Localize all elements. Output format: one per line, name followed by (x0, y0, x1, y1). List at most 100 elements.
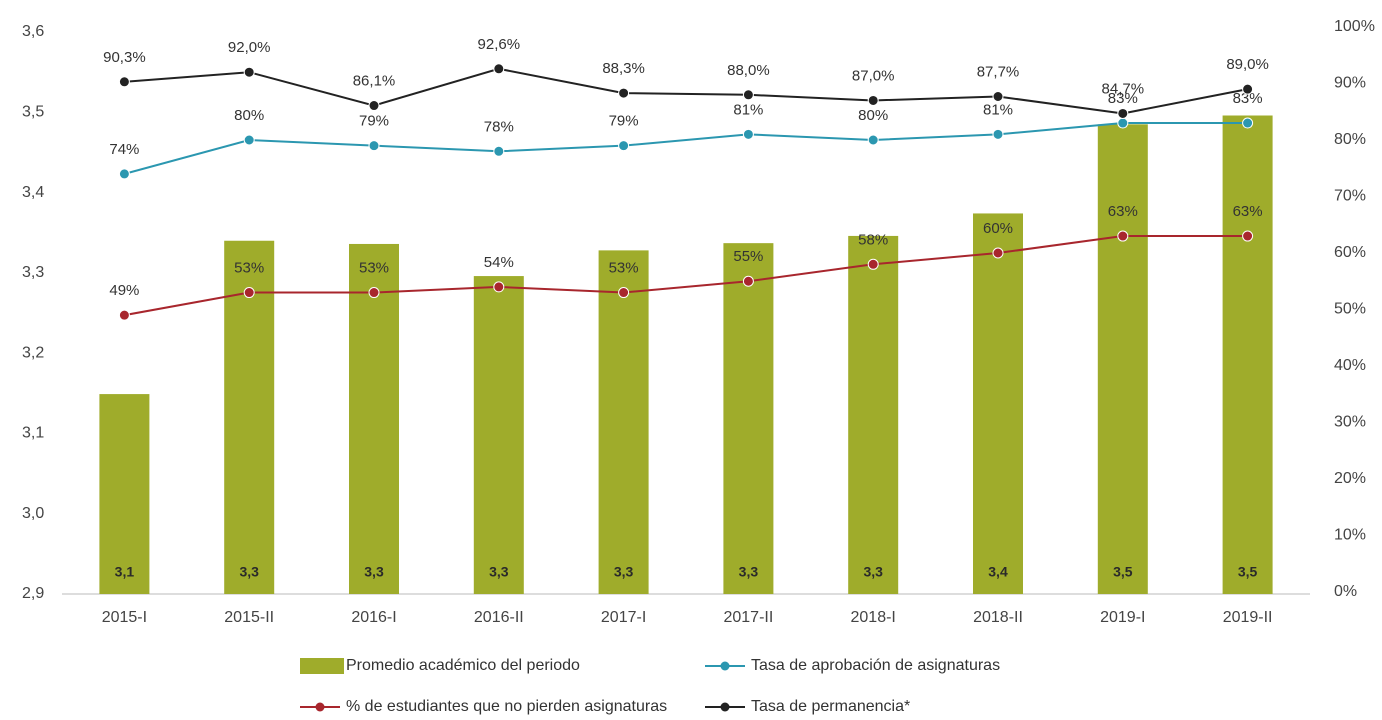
point-value-label: 92,0% (228, 39, 271, 56)
legend-swatch (315, 702, 325, 712)
point-value-label: 54% (484, 254, 514, 271)
y2-tick-label: 20% (1334, 470, 1366, 487)
legend-label: % de estudiantes que no pierden asignatu… (346, 698, 667, 715)
point-value-label: 81% (733, 101, 763, 118)
y-tick-label: 3,6 (22, 23, 44, 40)
point-value-label: 83% (1233, 90, 1263, 107)
bar (99, 394, 150, 594)
point (618, 140, 630, 152)
point-value-label: 60% (983, 220, 1013, 237)
legend-label: Tasa de aprobación de asignaturas (751, 657, 1000, 674)
y2-tick-label: 40% (1334, 357, 1366, 374)
legend-swatch (720, 661, 730, 671)
point (368, 100, 380, 112)
bar-value-label: 3,4 (988, 564, 1008, 580)
point-value-label: 90,3% (103, 49, 146, 66)
y2-tick-label: 80% (1334, 131, 1366, 148)
point-value-label: 83% (1108, 90, 1138, 107)
legend-label: Promedio académico del periodo (346, 657, 580, 674)
y2-tick-label: 70% (1334, 188, 1366, 205)
x-tick-label: 2017-II (723, 609, 773, 626)
bar-value-label: 3,3 (739, 564, 759, 580)
point-value-label: 81% (983, 101, 1013, 118)
point-value-label: 53% (234, 260, 264, 277)
point (243, 66, 255, 78)
point (992, 90, 1004, 102)
point (1117, 107, 1129, 119)
point-value-label: 88,0% (727, 62, 770, 79)
bar (848, 235, 899, 594)
point-value-label: 63% (1233, 203, 1263, 220)
point-value-label: 89,0% (1226, 56, 1269, 73)
x-tick-label: 2016-II (474, 609, 524, 626)
point-value-label: 53% (359, 260, 389, 277)
x-tick-label: 2015-I (102, 609, 147, 626)
bar (598, 250, 649, 594)
x-tick-label: 2016-I (351, 609, 396, 626)
y-tick-label: 2,9 (22, 585, 44, 602)
bar-value-label: 3,5 (1113, 564, 1133, 580)
y2-tick-label: 10% (1334, 527, 1366, 544)
point (118, 76, 130, 88)
bar-value-label: 3,3 (239, 564, 259, 580)
point (243, 287, 255, 299)
bar (224, 240, 275, 594)
point-value-label: 78% (484, 118, 514, 135)
point (867, 134, 879, 146)
point (742, 275, 754, 287)
point (992, 247, 1004, 259)
line (124, 235, 1248, 317)
point (742, 89, 754, 101)
point (368, 140, 380, 152)
point (742, 128, 754, 140)
y2-tick-label: 0% (1334, 583, 1357, 600)
point-value-label: 87,7% (977, 63, 1020, 80)
point (243, 134, 255, 146)
y-tick-label: 3,2 (22, 344, 44, 361)
point (493, 63, 505, 75)
point-value-label: 79% (359, 113, 389, 130)
point-value-label: 74% (109, 141, 139, 158)
y2-tick-label: 60% (1334, 244, 1366, 261)
point-value-label: 49% (109, 282, 139, 299)
x-tick-label: 2019-I (1100, 609, 1145, 626)
bar-value-label: 3,3 (614, 564, 634, 580)
legend-swatch (720, 702, 730, 712)
y2-tick-label: 90% (1334, 75, 1366, 92)
x-tick-label: 2018-II (973, 609, 1023, 626)
point-value-label: 63% (1108, 203, 1138, 220)
point (493, 281, 505, 293)
point-value-label: 88,3% (602, 60, 645, 77)
point (1242, 83, 1254, 95)
bar-value-label: 3,3 (489, 564, 509, 580)
line (124, 67, 1248, 115)
point (1117, 117, 1129, 129)
bar (723, 243, 774, 594)
point (493, 145, 505, 157)
bar (1097, 124, 1148, 594)
point-value-label: 87,0% (852, 67, 895, 84)
point (368, 287, 380, 299)
x-tick-label: 2018-I (851, 609, 896, 626)
bar (473, 276, 524, 594)
bar (973, 213, 1023, 594)
point-value-label: 79% (609, 113, 639, 130)
point (867, 258, 879, 270)
x-tick-label: 2019-II (1223, 609, 1273, 626)
y2-tick-label: 30% (1334, 414, 1366, 431)
point-value-label: 58% (858, 231, 888, 248)
point (867, 94, 879, 106)
point-value-label: 86,1% (353, 73, 396, 90)
point (1242, 117, 1254, 129)
point (1117, 230, 1129, 242)
bar (1222, 115, 1273, 595)
y2-tick-label: 50% (1334, 301, 1366, 318)
point-value-label: 92,6% (478, 36, 521, 53)
point (1242, 230, 1254, 242)
bar (349, 243, 399, 594)
legend-label: Tasa de permanencia* (751, 698, 910, 715)
point (618, 87, 630, 99)
y-tick-label: 3,1 (22, 425, 44, 442)
bar-value-label: 3,1 (115, 564, 135, 580)
